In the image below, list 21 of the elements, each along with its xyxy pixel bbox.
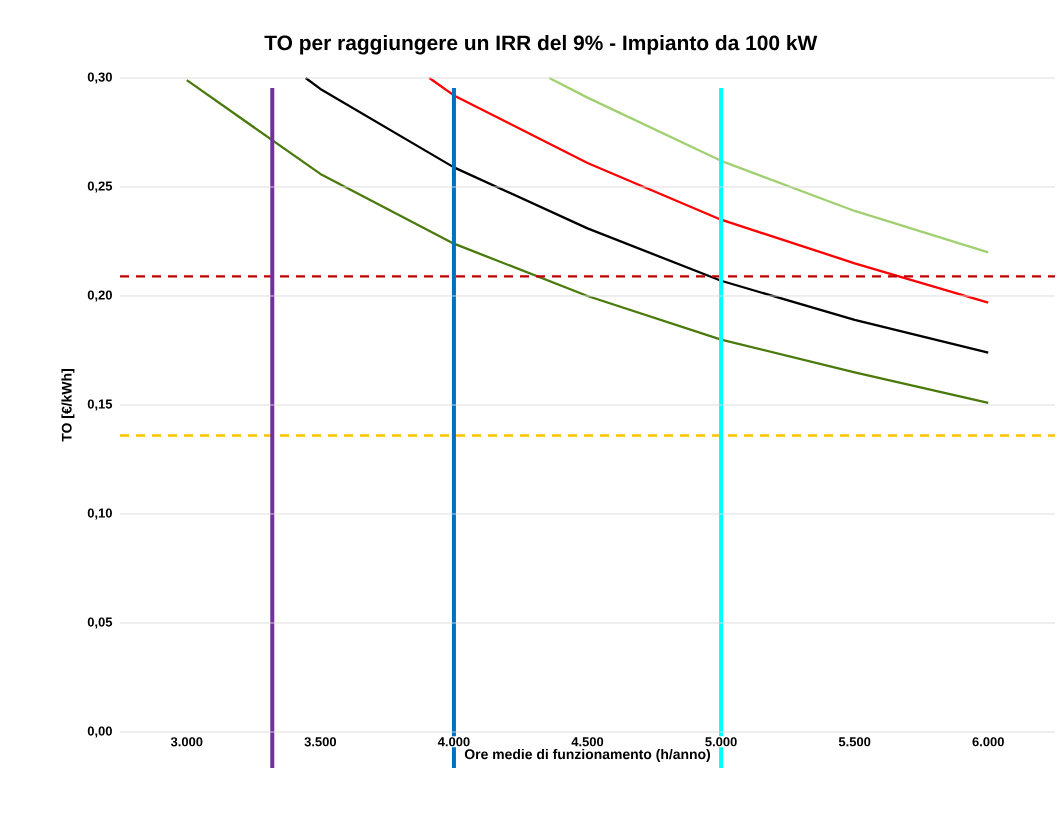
x-tick-label: 5.000	[705, 737, 737, 747]
y-tick-label: 0,30	[87, 72, 112, 84]
chart-title: TO per raggiungere un IRR del 9% - Impianto da 100 kW	[264, 34, 818, 55]
y-axis-title: TO [€/kWh]	[61, 369, 75, 442]
x-tick-label: 4.500	[571, 737, 604, 747]
y-tick-label: 0,20	[87, 290, 112, 302]
line-series	[185, 79, 990, 404]
line-series	[304, 76, 990, 354]
y-tick-label: 0,25	[87, 181, 113, 193]
x-tick-label: 3.000	[170, 737, 203, 747]
y-tick-label: 0,00	[87, 726, 112, 738]
y-tick-label: 0,15	[87, 399, 113, 411]
x-tick-label: 4.000	[437, 737, 470, 747]
x-tick-label: 3.500	[304, 737, 337, 747]
x-tick-label: 5.500	[838, 737, 871, 747]
x-tick-label: 6.000	[972, 737, 1004, 747]
line-series	[428, 76, 990, 304]
y-tick-label: 0,10	[87, 508, 112, 520]
line-series	[548, 76, 990, 254]
x-axis-title: Ore medie di funzionamento (h/anno)	[464, 748, 711, 762]
y-tick-label: 0,05	[87, 617, 113, 629]
